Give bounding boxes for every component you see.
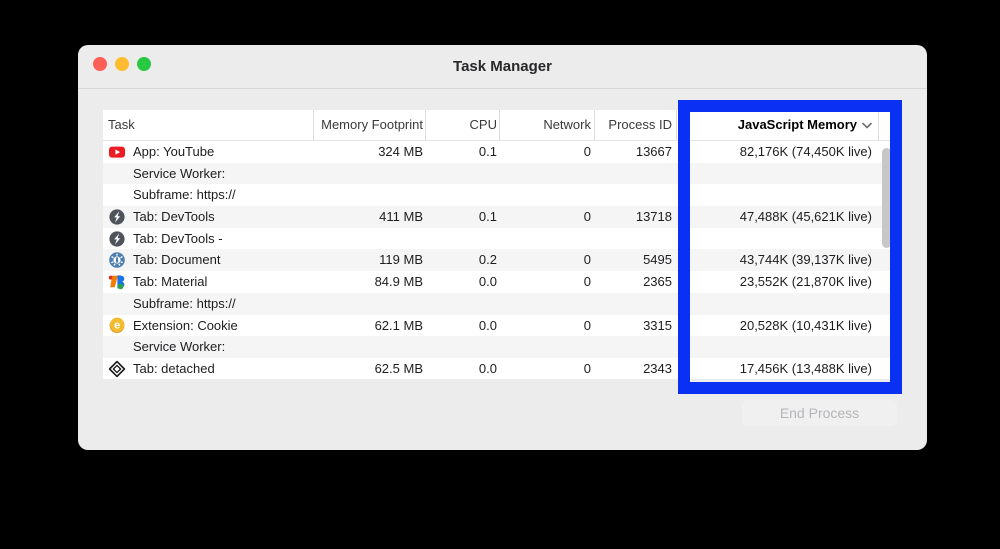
process-table: Task Memory Footprint CPU Network Proces… [103, 110, 890, 379]
column-header-javascript-memory[interactable]: JavaScript Memory [676, 110, 878, 140]
task-label: Tab: Material [133, 274, 208, 290]
cpu-cell: 0.0 [478, 360, 497, 376]
table-row[interactable]: Subframe: https:// [103, 292, 890, 315]
table-header: Task Memory Footprint CPU Network Proces… [103, 110, 890, 141]
memory-footprint-cell: 324 MB [378, 144, 423, 159]
column-header-cpu[interactable]: CPU [425, 110, 499, 140]
table-row[interactable]: Tab: Material 84.9 MB 0.0 0 2365 23,552K (21,… [103, 271, 890, 293]
task-label: Subframe: https:// [133, 295, 236, 311]
task-label: Subframe: https:// [133, 187, 236, 203]
svg-text:e: e [114, 320, 120, 332]
devtools-icon [108, 230, 126, 248]
window-title: Task Manager [453, 58, 552, 75]
memory-footprint-cell: 62.1 MB [374, 317, 423, 333]
task-label: Extension: Cookie [133, 317, 238, 333]
task-label: Tab: DevTools [133, 209, 215, 225]
cpu-cell: 0.2 [478, 252, 497, 268]
devtools-icon [108, 208, 126, 226]
table-row[interactable]: Tab: Document 119 MB 0.2 0 5495 43,744K (39,1… [103, 249, 890, 272]
table-row[interactable]: e Extension: Cookie 62.1 MB 0.0 0 3315 20,528K… [103, 315, 890, 337]
minimize-button[interactable] [115, 57, 129, 71]
process-id-cell: 3315 [643, 317, 672, 333]
cube-icon [108, 360, 126, 378]
memory-footprint-cell: 62.5 MB [374, 360, 423, 376]
table-body: App: YouTube 324 MB 0.1 0 13667 82,176K (74,4… [103, 141, 890, 380]
table-row[interactable]: Service Worker: [103, 162, 890, 185]
material-icon [108, 273, 126, 291]
network-cell: 0 [583, 252, 591, 268]
header-gutter [878, 110, 890, 140]
table-row[interactable]: Tab: DevTools - [103, 228, 890, 250]
memory-footprint-cell: 84.9 MB [374, 274, 423, 290]
column-header-network[interactable]: Network [499, 110, 594, 140]
memory-footprint-cell: 411 MB [379, 209, 423, 225]
javascript-memory-cell: 17,456K (13,488K live) [739, 360, 872, 376]
column-header-process-id[interactable]: Process ID [594, 110, 676, 140]
table-row[interactable]: Service Worker: [103, 336, 890, 358]
column-header-memory-footprint[interactable]: Memory Footprint [313, 110, 425, 140]
javascript-memory-cell: 43,744K (39,137K live) [739, 252, 872, 268]
end-process-button[interactable]: End Process [742, 400, 897, 426]
process-id-cell: 13667 [635, 144, 672, 159]
network-cell: 0 [583, 317, 591, 333]
process-id-cell: 13718 [635, 209, 672, 225]
table-row[interactable]: Tab: DevTools 411 MB 0.1 0 13718 47,488K (45,… [103, 206, 890, 228]
task-manager-window: Task Manager Task Memory Footprint CPU N… [78, 45, 927, 450]
javascript-memory-cell: 82,176K (74,450K live) [739, 144, 872, 159]
cpu-cell: 0.1 [478, 144, 497, 159]
process-id-cell: 2365 [643, 274, 672, 290]
zoom-button[interactable] [137, 57, 151, 71]
chevron-down-icon [862, 122, 872, 129]
task-label: Service Worker: [133, 165, 226, 181]
process-id-cell: 5495 [643, 252, 672, 268]
javascript-memory-cell: 47,488K (45,621K live) [739, 209, 872, 225]
youtube-icon [108, 143, 126, 161]
cookie-icon: e [108, 316, 126, 334]
memory-footprint-cell: 119 MB [379, 252, 423, 268]
close-button[interactable] [93, 57, 107, 71]
table-row[interactable]: Tab: detached 62.5 MB 0.0 0 2343 17,456K (13,… [103, 358, 890, 380]
table-row[interactable]: App: YouTube 324 MB 0.1 0 13667 82,176K (74,4… [103, 141, 890, 163]
cpu-cell: 0.0 [478, 274, 497, 290]
network-cell: 0 [583, 360, 591, 376]
cpu-cell: 0.0 [478, 317, 497, 333]
task-label: App: YouTube [133, 144, 215, 159]
javascript-memory-cell: 23,552K (21,870K live) [739, 274, 872, 290]
cpu-cell: 0.1 [478, 209, 497, 225]
task-label: Tab: Document [133, 252, 221, 268]
javascript-memory-cell: 20,528K (10,431K live) [739, 317, 872, 333]
task-label: Tab: DevTools - [133, 230, 223, 246]
network-cell: 0 [583, 144, 591, 159]
task-label: Tab: detached [133, 360, 215, 376]
network-cell: 0 [583, 209, 591, 225]
titlebar[interactable]: Task Manager [78, 45, 927, 89]
scrollbar-thumb[interactable] [882, 148, 891, 248]
task-label: Service Worker: [133, 339, 226, 355]
table-row[interactable]: Subframe: https:// [103, 184, 890, 206]
process-id-cell: 2343 [643, 360, 672, 376]
network-cell: 0 [583, 274, 591, 290]
column-header-task[interactable]: Task [108, 117, 135, 132]
bug-icon [108, 251, 126, 269]
